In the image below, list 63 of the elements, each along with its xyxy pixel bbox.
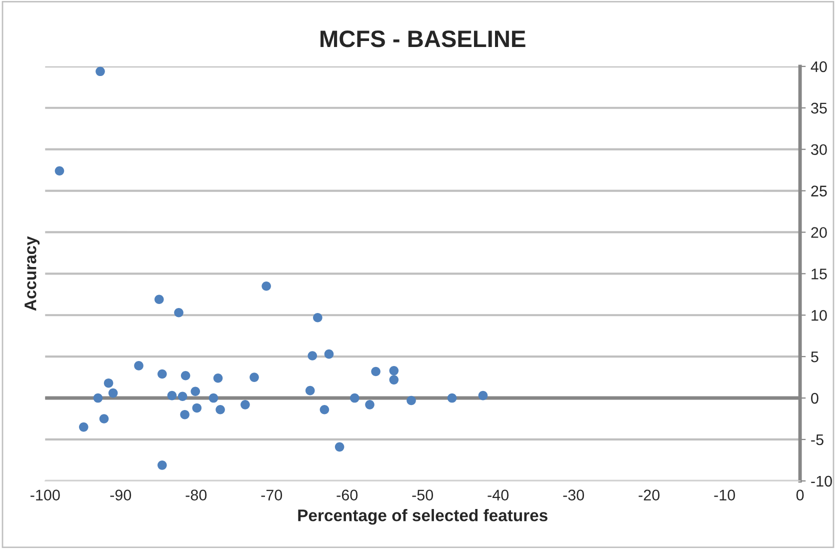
point xyxy=(305,386,315,396)
point xyxy=(389,375,399,384)
chart-title: MCFS - BASELINE xyxy=(320,30,526,48)
point xyxy=(250,372,259,382)
point xyxy=(154,294,164,304)
y-tick-label: -5 xyxy=(811,434,824,446)
y-tick-label: 10 xyxy=(812,310,827,321)
y-tick-label: 35 xyxy=(811,102,827,114)
x-tick-label: -30 xyxy=(563,490,584,500)
point xyxy=(308,351,318,360)
x-tick-label: -50 xyxy=(412,490,434,500)
y-tick-label: 0 xyxy=(811,392,818,404)
x-tick-label: -70 xyxy=(261,490,282,500)
y-tick-label: 25 xyxy=(811,186,827,196)
x-tick-label: -80 xyxy=(186,490,207,500)
point xyxy=(157,369,167,379)
point xyxy=(213,373,223,383)
point xyxy=(54,166,64,176)
point xyxy=(99,414,109,424)
point xyxy=(208,393,218,403)
point xyxy=(240,400,250,410)
point xyxy=(262,281,271,291)
point xyxy=(178,392,188,402)
point xyxy=(108,388,118,398)
y-tick-label: 15 xyxy=(812,268,827,280)
point xyxy=(216,404,225,414)
point xyxy=(365,400,374,410)
point xyxy=(134,361,144,370)
x-axis-title: Percentage of selected features xyxy=(298,509,548,525)
point xyxy=(389,366,399,376)
y-axis-title: Accuracy xyxy=(24,236,40,311)
y-tick-label: 5 xyxy=(811,352,818,362)
point xyxy=(167,390,177,400)
point xyxy=(192,403,202,413)
point xyxy=(324,349,334,359)
point xyxy=(180,410,190,420)
point xyxy=(78,422,88,432)
point xyxy=(334,442,344,452)
point xyxy=(93,393,103,403)
x-tick-label: -20 xyxy=(638,490,660,500)
point xyxy=(406,396,416,406)
point xyxy=(371,366,380,376)
point xyxy=(350,393,360,403)
x-tick-label: -90 xyxy=(110,490,132,500)
x-tick-label: 0 xyxy=(796,490,804,500)
x-tick-label: -60 xyxy=(336,490,358,500)
y-tick-label: 30 xyxy=(811,144,827,156)
x-tick-label: -40 xyxy=(488,490,509,500)
y-tick-label: 20 xyxy=(811,227,827,238)
point xyxy=(190,386,200,396)
point xyxy=(104,378,114,388)
x-tick-label: -10 xyxy=(714,490,736,500)
point xyxy=(96,66,105,76)
point xyxy=(180,370,190,380)
point xyxy=(320,404,330,414)
point xyxy=(478,390,488,400)
point xyxy=(157,460,167,470)
point xyxy=(174,308,184,318)
point xyxy=(313,312,322,322)
point xyxy=(447,393,457,403)
y-tick-label: 40 xyxy=(810,61,827,72)
y-tick-label: -10 xyxy=(811,476,832,487)
x-tick-label: -100 xyxy=(30,490,60,500)
